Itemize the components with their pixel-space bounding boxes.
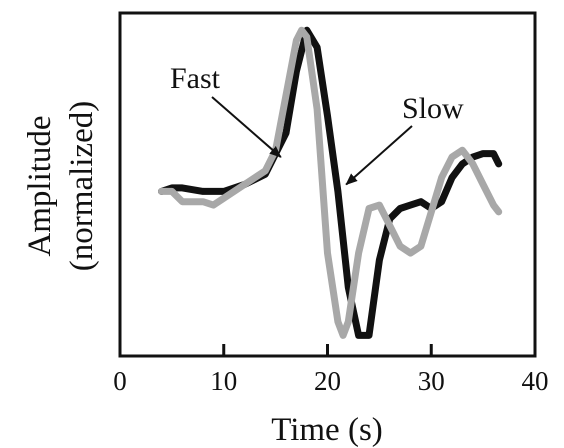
- x-tick-label-40: 40: [522, 366, 549, 396]
- annotation-arrow-fast: [211, 96, 282, 158]
- y-axis-title: Amplitude (normalized): [22, 101, 100, 271]
- annotation-label-fast: Fast: [170, 62, 221, 95]
- x-tick-label-0: 0: [113, 366, 127, 396]
- y-axis-title-line1: Amplitude: [22, 115, 58, 256]
- x-tick-label-30: 30: [418, 366, 445, 396]
- x-axis-ticks: [118, 344, 537, 356]
- x-tick-label-20: 20: [314, 366, 341, 396]
- x-axis-title: Time (s): [271, 412, 383, 448]
- annotation-arrow-slow: [345, 125, 413, 186]
- annotations: Fast Slow: [170, 62, 464, 186]
- annotation-label-slow: Slow: [402, 92, 464, 125]
- x-tick-label-10: 10: [210, 366, 237, 396]
- x-axis-tick-labels: 0 10 20 30 40: [113, 366, 548, 396]
- series-line-fast: [158, 26, 503, 339]
- y-axis-title-line2: (normalized): [64, 101, 100, 271]
- series-layer: [158, 26, 503, 339]
